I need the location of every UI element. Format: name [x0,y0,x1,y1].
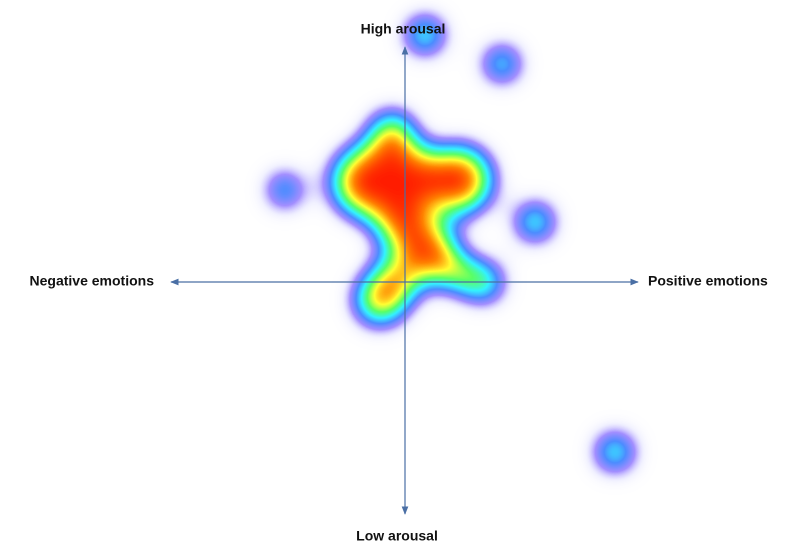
axis-label-bottom: Low arousal [356,528,438,544]
axis-label-left: Negative emotions [30,273,155,289]
axis-label-right: Positive emotions [648,273,768,289]
heat-blobs [270,18,632,469]
axis-label-top: High arousal [361,21,446,37]
